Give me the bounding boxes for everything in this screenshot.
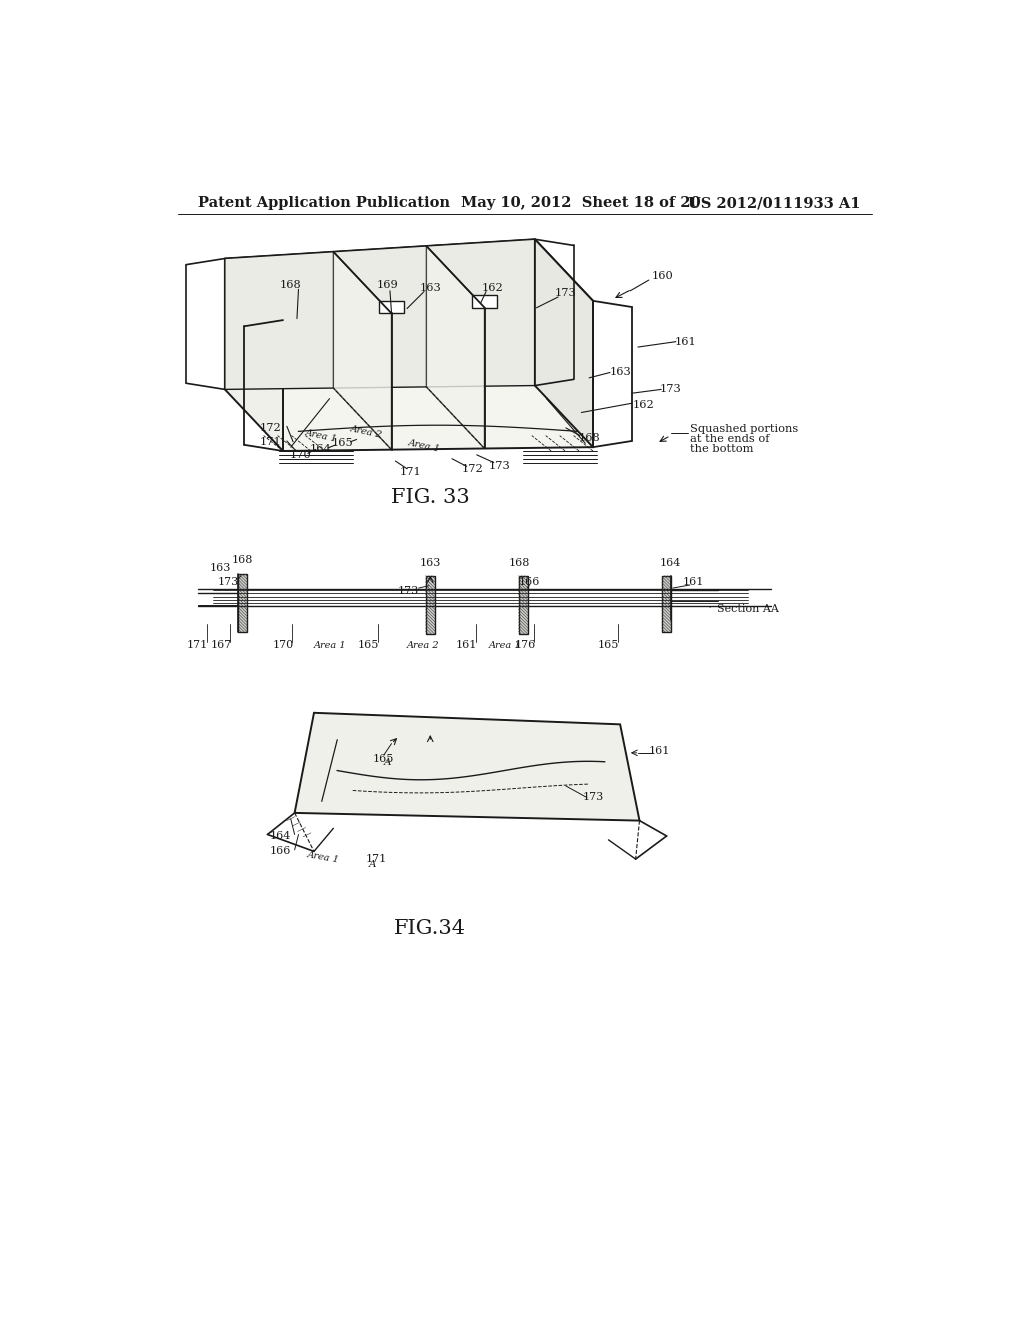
Text: FIG. 33: FIG. 33 bbox=[391, 487, 470, 507]
Text: 164: 164 bbox=[659, 557, 681, 568]
Text: Area 1: Area 1 bbox=[407, 438, 440, 453]
Polygon shape bbox=[225, 239, 535, 389]
Text: 165: 165 bbox=[357, 640, 379, 649]
Text: Area 1: Area 1 bbox=[488, 640, 521, 649]
Text: 161: 161 bbox=[456, 640, 477, 649]
Text: 163: 163 bbox=[609, 367, 631, 378]
Text: FIG.34: FIG.34 bbox=[394, 919, 466, 939]
Text: 170: 170 bbox=[272, 640, 294, 649]
Text: 163: 163 bbox=[420, 282, 441, 293]
Text: 173: 173 bbox=[555, 288, 577, 298]
Text: 168: 168 bbox=[280, 280, 302, 290]
Text: A: A bbox=[369, 861, 377, 869]
Text: 164: 164 bbox=[309, 445, 331, 454]
Polygon shape bbox=[426, 576, 435, 635]
Text: Patent Application Publication: Patent Application Publication bbox=[198, 197, 450, 210]
Text: 173: 173 bbox=[659, 384, 681, 395]
Text: 167: 167 bbox=[210, 640, 231, 649]
Polygon shape bbox=[426, 246, 484, 449]
Text: 161: 161 bbox=[683, 577, 705, 587]
Text: Area 1: Area 1 bbox=[306, 850, 340, 865]
Text: the bottom: the bottom bbox=[690, 445, 754, 454]
Text: 166: 166 bbox=[519, 577, 540, 587]
Text: 168: 168 bbox=[579, 433, 600, 444]
Text: 176: 176 bbox=[514, 640, 536, 649]
Text: 173: 173 bbox=[489, 462, 511, 471]
Polygon shape bbox=[225, 259, 283, 451]
Text: Section AA: Section AA bbox=[717, 603, 779, 614]
Text: 169: 169 bbox=[377, 280, 398, 290]
Text: at the ends of: at the ends of bbox=[690, 434, 769, 445]
Text: US 2012/0111933 A1: US 2012/0111933 A1 bbox=[688, 197, 860, 210]
Text: 170: 170 bbox=[289, 450, 311, 459]
Text: 168: 168 bbox=[232, 556, 253, 565]
Text: Area 2: Area 2 bbox=[407, 640, 439, 649]
Polygon shape bbox=[225, 239, 593, 321]
Text: 172: 172 bbox=[462, 463, 483, 474]
Polygon shape bbox=[295, 713, 640, 821]
Text: 165: 165 bbox=[598, 640, 620, 649]
Text: 162: 162 bbox=[481, 282, 503, 293]
Text: 168: 168 bbox=[509, 557, 530, 568]
Text: 173: 173 bbox=[583, 792, 603, 803]
Polygon shape bbox=[334, 252, 391, 450]
Text: Squashed portions: Squashed portions bbox=[690, 425, 798, 434]
Text: Area 1: Area 1 bbox=[305, 428, 339, 444]
Text: 173: 173 bbox=[217, 577, 239, 587]
Text: 172: 172 bbox=[260, 422, 282, 433]
Text: 171: 171 bbox=[366, 854, 387, 865]
Polygon shape bbox=[662, 576, 672, 632]
Text: 171: 171 bbox=[400, 467, 422, 477]
Text: May 10, 2012  Sheet 18 of 20: May 10, 2012 Sheet 18 of 20 bbox=[461, 197, 700, 210]
Text: 160: 160 bbox=[652, 271, 674, 281]
Text: Area 2: Area 2 bbox=[349, 424, 383, 440]
Polygon shape bbox=[379, 301, 403, 313]
Text: 161: 161 bbox=[648, 746, 670, 756]
Polygon shape bbox=[518, 576, 528, 635]
Text: 173: 173 bbox=[397, 586, 419, 597]
Text: 171: 171 bbox=[260, 437, 282, 446]
Text: 163: 163 bbox=[420, 557, 441, 568]
Text: 166: 166 bbox=[269, 846, 291, 857]
Text: 161: 161 bbox=[675, 337, 697, 347]
Text: A: A bbox=[384, 759, 391, 767]
Polygon shape bbox=[283, 301, 593, 451]
Polygon shape bbox=[472, 296, 497, 308]
Polygon shape bbox=[238, 574, 248, 632]
Text: Area 1: Area 1 bbox=[314, 640, 347, 649]
Polygon shape bbox=[535, 239, 593, 447]
Text: 163: 163 bbox=[210, 564, 231, 573]
Text: 164: 164 bbox=[269, 832, 291, 841]
Text: 162: 162 bbox=[633, 400, 654, 409]
Text: 171: 171 bbox=[187, 640, 208, 649]
Text: 165: 165 bbox=[332, 438, 353, 449]
Text: 165: 165 bbox=[373, 754, 394, 764]
